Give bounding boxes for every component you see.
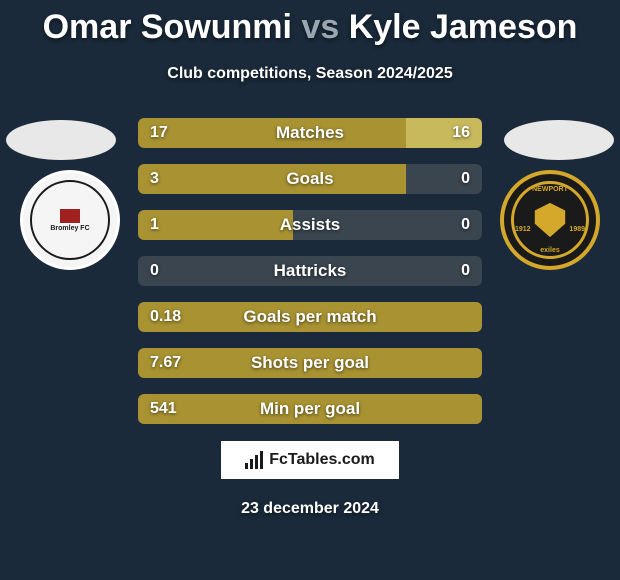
stat-value-right: 16 (452, 118, 470, 148)
stat-value-right: 0 (461, 256, 470, 286)
club-badge-right: NEWPORT 1912 1989 exiles (500, 170, 600, 270)
stats-bars: 17 Matches 16 3 Goals 0 1 Assists 0 0 Ha… (138, 118, 482, 440)
player1-silhouette (6, 120, 116, 160)
stat-row: 541 Min per goal (138, 394, 482, 424)
stat-row: 7.67 Shots per goal (138, 348, 482, 378)
stat-label: Min per goal (138, 394, 482, 424)
source-logo[interactable]: FcTables.com (220, 440, 400, 480)
club-left-name: Bromley FC (50, 225, 89, 232)
stat-label: Goals per match (138, 302, 482, 332)
stat-value-right: 0 (461, 164, 470, 194)
stat-label: Assists (138, 210, 482, 240)
source-logo-text: FcTables.com (269, 451, 375, 469)
subtitle: Club competitions, Season 2024/2025 (0, 65, 620, 83)
player2-silhouette (504, 120, 614, 160)
club-right-year-right: 1989 (569, 226, 585, 233)
stat-row: 1 Assists 0 (138, 210, 482, 240)
stat-value-right: 0 (461, 210, 470, 240)
stat-label: Shots per goal (138, 348, 482, 378)
stat-row: 17 Matches 16 (138, 118, 482, 148)
club-right-year-left: 1912 (515, 226, 531, 233)
club-badge-left: Bromley FC (20, 170, 120, 270)
date-label: 23 december 2024 (0, 500, 620, 518)
player1-name: Omar Sowunmi (43, 8, 292, 46)
stat-row: 0 Hattricks 0 (138, 256, 482, 286)
bar-chart-icon (245, 451, 263, 469)
club-right-name-top: NEWPORT (532, 186, 568, 193)
club-right-motto: exiles (540, 247, 559, 254)
stat-label: Matches (138, 118, 482, 148)
page-title: Omar Sowunmi vs Kyle Jameson (0, 0, 620, 47)
stat-row: 0.18 Goals per match (138, 302, 482, 332)
stat-label: Goals (138, 164, 482, 194)
vs-label: vs (301, 8, 339, 46)
stat-label: Hattricks (138, 256, 482, 286)
player2-name: Kyle Jameson (349, 8, 578, 46)
stat-row: 3 Goals 0 (138, 164, 482, 194)
